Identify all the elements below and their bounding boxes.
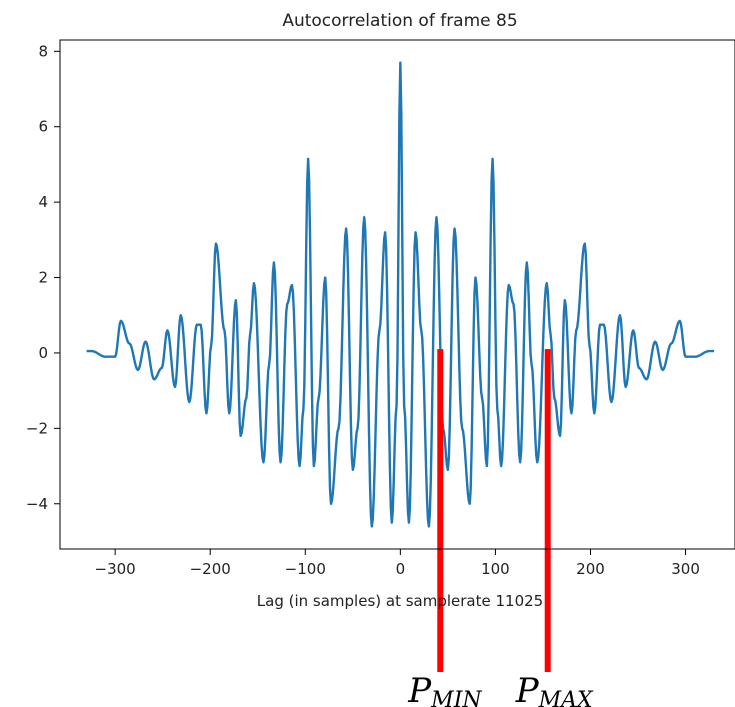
y-tick-label: −4 <box>26 495 48 513</box>
plot-frame <box>59 39 735 550</box>
p-min-label: PMIN <box>407 671 482 707</box>
y-tick-label: 4 <box>38 193 48 211</box>
y-axis: −4 −2 0 2 4 6 8 <box>26 42 60 513</box>
x-tick-label: 300 <box>671 560 700 578</box>
annotation-layer: PMIN PMAX <box>407 349 594 707</box>
x-tick-label: −100 <box>285 560 326 578</box>
y-tick-label: 0 <box>38 344 48 362</box>
x-tick-label: 200 <box>576 560 605 578</box>
x-tick-label: −300 <box>95 560 136 578</box>
y-tick-label: −2 <box>26 419 48 437</box>
autocorrelation-line <box>86 61 715 528</box>
x-tick-label: 100 <box>481 560 510 578</box>
y-tick-label: 2 <box>38 269 48 287</box>
x-tick-label: 0 <box>396 560 406 578</box>
x-axis-label: Lag (in samples) at samplerate 11025 <box>257 592 543 610</box>
y-tick-label: 6 <box>38 118 48 136</box>
p-max-label: PMAX <box>515 671 594 707</box>
x-tick-label: −200 <box>190 560 231 578</box>
chart-title: Autocorrelation of frame 85 <box>282 11 517 31</box>
y-tick-label: 8 <box>38 42 48 60</box>
series-layer <box>86 61 715 528</box>
x-axis: −300 −200 −100 0 100 200 300 <box>95 549 700 578</box>
